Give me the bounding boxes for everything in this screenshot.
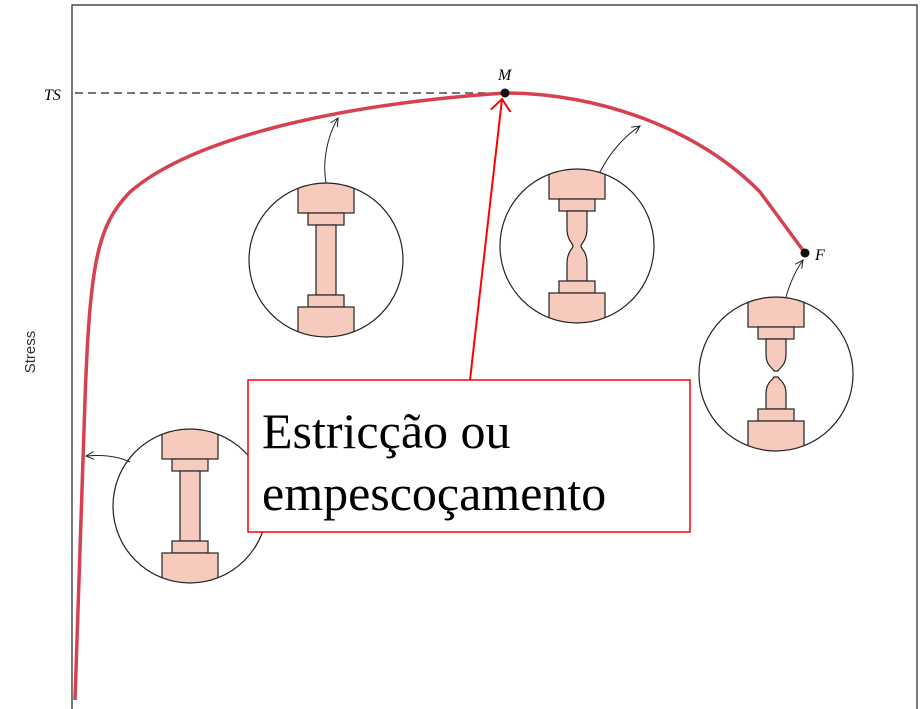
- point-f: [800, 248, 810, 258]
- stress-strain-curve: [73, 91, 807, 701]
- pointer: [599, 126, 640, 173]
- point-m: [500, 88, 510, 98]
- frame: [71, 4, 918, 709]
- specimen-uniform: [248, 175, 404, 347]
- ts-label: TS: [44, 87, 61, 104]
- annotation-arrow: [469, 99, 502, 381]
- annotation-box: [247, 379, 691, 533]
- y-axis-label: Stress: [22, 331, 39, 374]
- specimen-necking: [499, 161, 655, 333]
- specimen-elastic: [112, 421, 268, 593]
- f-label: F: [814, 247, 825, 264]
- pointer: [324, 118, 338, 184]
- annotation-text: Estricção ou: [262, 403, 511, 459]
- annotation-text: empescoçamento: [262, 465, 606, 521]
- m-label: M: [497, 67, 513, 84]
- pointer: [86, 456, 131, 463]
- specimen-fracture: [698, 289, 854, 461]
- pointer: [785, 260, 803, 298]
